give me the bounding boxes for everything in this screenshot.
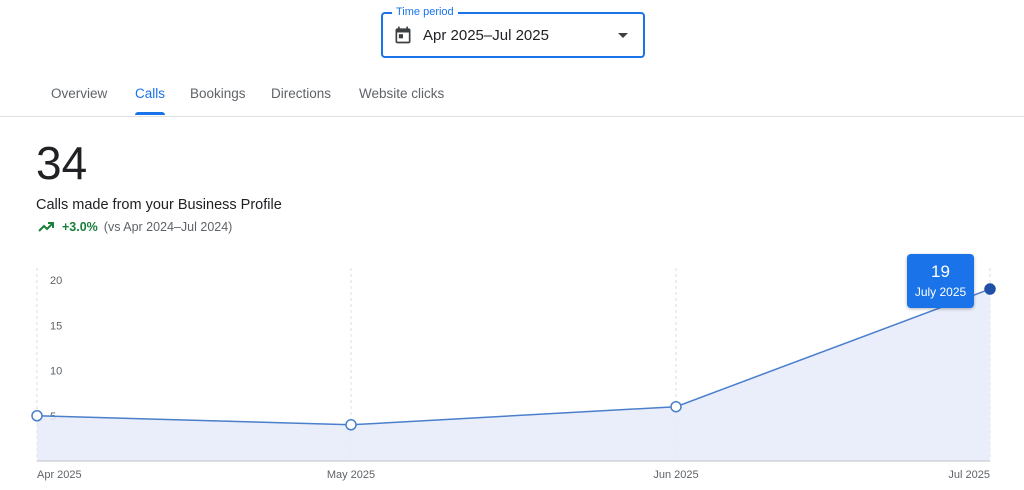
total-calls-value: 34 xyxy=(36,137,88,189)
comparison-period: (vs Apr 2024–Jul 2024) xyxy=(103,220,233,234)
y-tick-label: 10 xyxy=(50,366,62,378)
calendar-icon xyxy=(393,25,413,45)
active-tab-indicator xyxy=(135,112,166,115)
data-point xyxy=(670,400,682,413)
x-tick-label: May 2025 xyxy=(327,469,375,481)
data-point xyxy=(345,419,357,431)
tab-label: Website clicks xyxy=(359,86,445,101)
time-period-value: Apr 2025–Jul 2025 xyxy=(423,26,549,44)
chevron-down-icon xyxy=(617,32,629,40)
tooltip-value: 19 xyxy=(931,262,950,281)
metric-label: Calls made from your Business Profile xyxy=(36,197,282,213)
tab-bookings[interactable]: Bookings xyxy=(190,76,246,115)
tooltip-label: July 2025 xyxy=(914,285,967,299)
chart-tooltip: 19 July 2025 xyxy=(907,254,974,308)
tab-website-clicks[interactable]: Website clicks xyxy=(359,76,444,115)
x-tick-label: Jun 2025 xyxy=(653,469,698,481)
tab-bar: Overview Calls Bookings Directions Websi… xyxy=(0,76,1024,117)
area-fill xyxy=(37,289,990,461)
tab-directions[interactable]: Directions xyxy=(271,76,331,115)
tab-overview[interactable]: Overview xyxy=(51,76,107,115)
y-tick-label: 15 xyxy=(50,320,62,332)
change-percent: +3.0% xyxy=(62,220,98,234)
tab-label: Directions xyxy=(271,86,332,101)
time-period-select[interactable]: Time period Apr 2025–Jul 2025 xyxy=(381,5,645,58)
data-point xyxy=(984,283,996,295)
tab-label: Overview xyxy=(51,86,108,101)
x-tick-label: Apr 2025 xyxy=(37,469,82,481)
trending-up-icon xyxy=(38,221,54,233)
time-period-label: Time period xyxy=(392,5,458,19)
y-tick-label: 20 xyxy=(50,275,62,287)
trend-summary: +3.0% (vs Apr 2024–Jul 2024) xyxy=(38,220,232,234)
data-point xyxy=(31,410,43,422)
tab-label: Calls xyxy=(135,86,166,101)
series-line xyxy=(36,288,991,426)
tab-calls[interactable]: Calls xyxy=(135,76,166,115)
tab-label: Bookings xyxy=(190,86,246,101)
x-tick-label: Jul 2025 xyxy=(948,469,990,481)
